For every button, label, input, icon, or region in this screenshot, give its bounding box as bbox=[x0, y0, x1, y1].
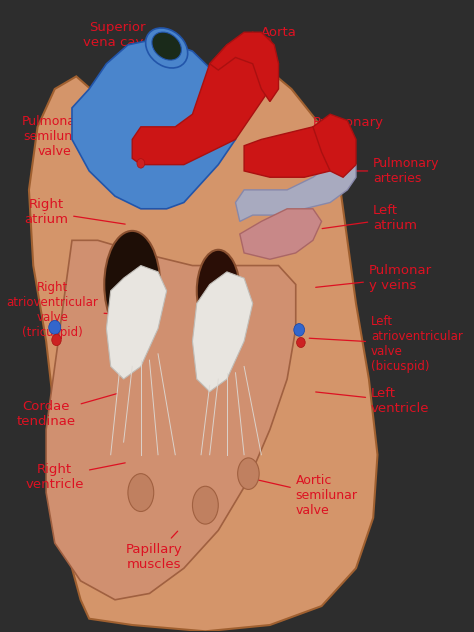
Text: Left
atrioventricular
valve
(bicuspid): Left atrioventricular valve (bicuspid) bbox=[309, 315, 463, 374]
Polygon shape bbox=[46, 240, 296, 600]
Ellipse shape bbox=[152, 32, 182, 60]
Polygon shape bbox=[313, 114, 356, 177]
Text: Aortic
semilunar
valve: Aortic semilunar valve bbox=[247, 474, 358, 517]
Text: Pulmonary
semilunar
valve: Pulmonary semilunar valve bbox=[21, 115, 136, 159]
Polygon shape bbox=[132, 32, 279, 165]
Text: Pulmonar
y veins: Pulmonar y veins bbox=[316, 264, 432, 292]
Ellipse shape bbox=[294, 324, 305, 336]
Polygon shape bbox=[210, 32, 279, 102]
Ellipse shape bbox=[49, 320, 61, 334]
Polygon shape bbox=[29, 64, 377, 631]
Text: Left
atrium: Left atrium bbox=[322, 204, 417, 232]
Ellipse shape bbox=[104, 231, 160, 338]
Ellipse shape bbox=[237, 458, 259, 489]
Polygon shape bbox=[240, 209, 321, 259]
Text: Right
ventricle: Right ventricle bbox=[26, 463, 125, 491]
Text: Right
atrioventricular
valve
(tricuspid): Right atrioventricular valve (tricuspid) bbox=[7, 281, 140, 339]
Text: Left
ventricle: Left ventricle bbox=[316, 387, 429, 415]
Ellipse shape bbox=[128, 473, 154, 511]
Ellipse shape bbox=[197, 250, 240, 332]
Text: Pulmonary
trunk: Pulmonary trunk bbox=[277, 116, 384, 144]
Polygon shape bbox=[244, 127, 339, 177]
Ellipse shape bbox=[52, 334, 61, 346]
Text: Superior
vena cava: Superior vena cava bbox=[83, 21, 166, 58]
Text: Right
atrium: Right atrium bbox=[24, 198, 125, 226]
Polygon shape bbox=[236, 159, 356, 221]
Ellipse shape bbox=[192, 486, 219, 524]
Text: Pulmonary
arteries: Pulmonary arteries bbox=[333, 157, 440, 185]
Ellipse shape bbox=[146, 28, 188, 68]
Polygon shape bbox=[72, 39, 236, 209]
Text: Papillary
muscles: Papillary muscles bbox=[125, 531, 182, 571]
Polygon shape bbox=[192, 272, 253, 392]
Polygon shape bbox=[106, 265, 167, 379]
Text: Aorta: Aorta bbox=[248, 26, 296, 59]
Ellipse shape bbox=[137, 159, 145, 168]
Text: Cordae
tendinae: Cordae tendinae bbox=[17, 394, 117, 428]
Ellipse shape bbox=[297, 337, 305, 348]
